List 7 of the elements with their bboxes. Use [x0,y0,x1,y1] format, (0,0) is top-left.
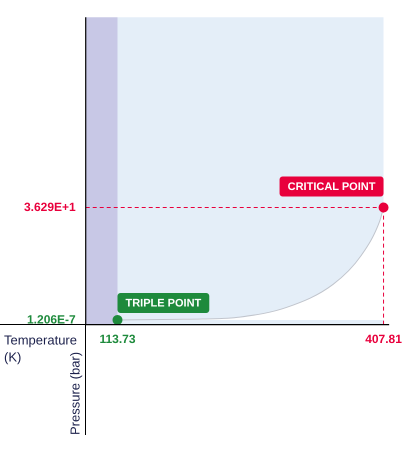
y-axis-title: Pressure (bar) [67,352,82,435]
y-tick-label: 3.629E+1 [24,200,76,214]
x-tick-label: 407.81 [365,332,402,346]
annotation: CRITICAL POINT [288,181,376,194]
annotation: TRIPLE POINT [125,297,202,310]
x-tick-label: 113.73 [99,332,136,346]
y-tick-label: 1.206E-7 [27,312,76,326]
